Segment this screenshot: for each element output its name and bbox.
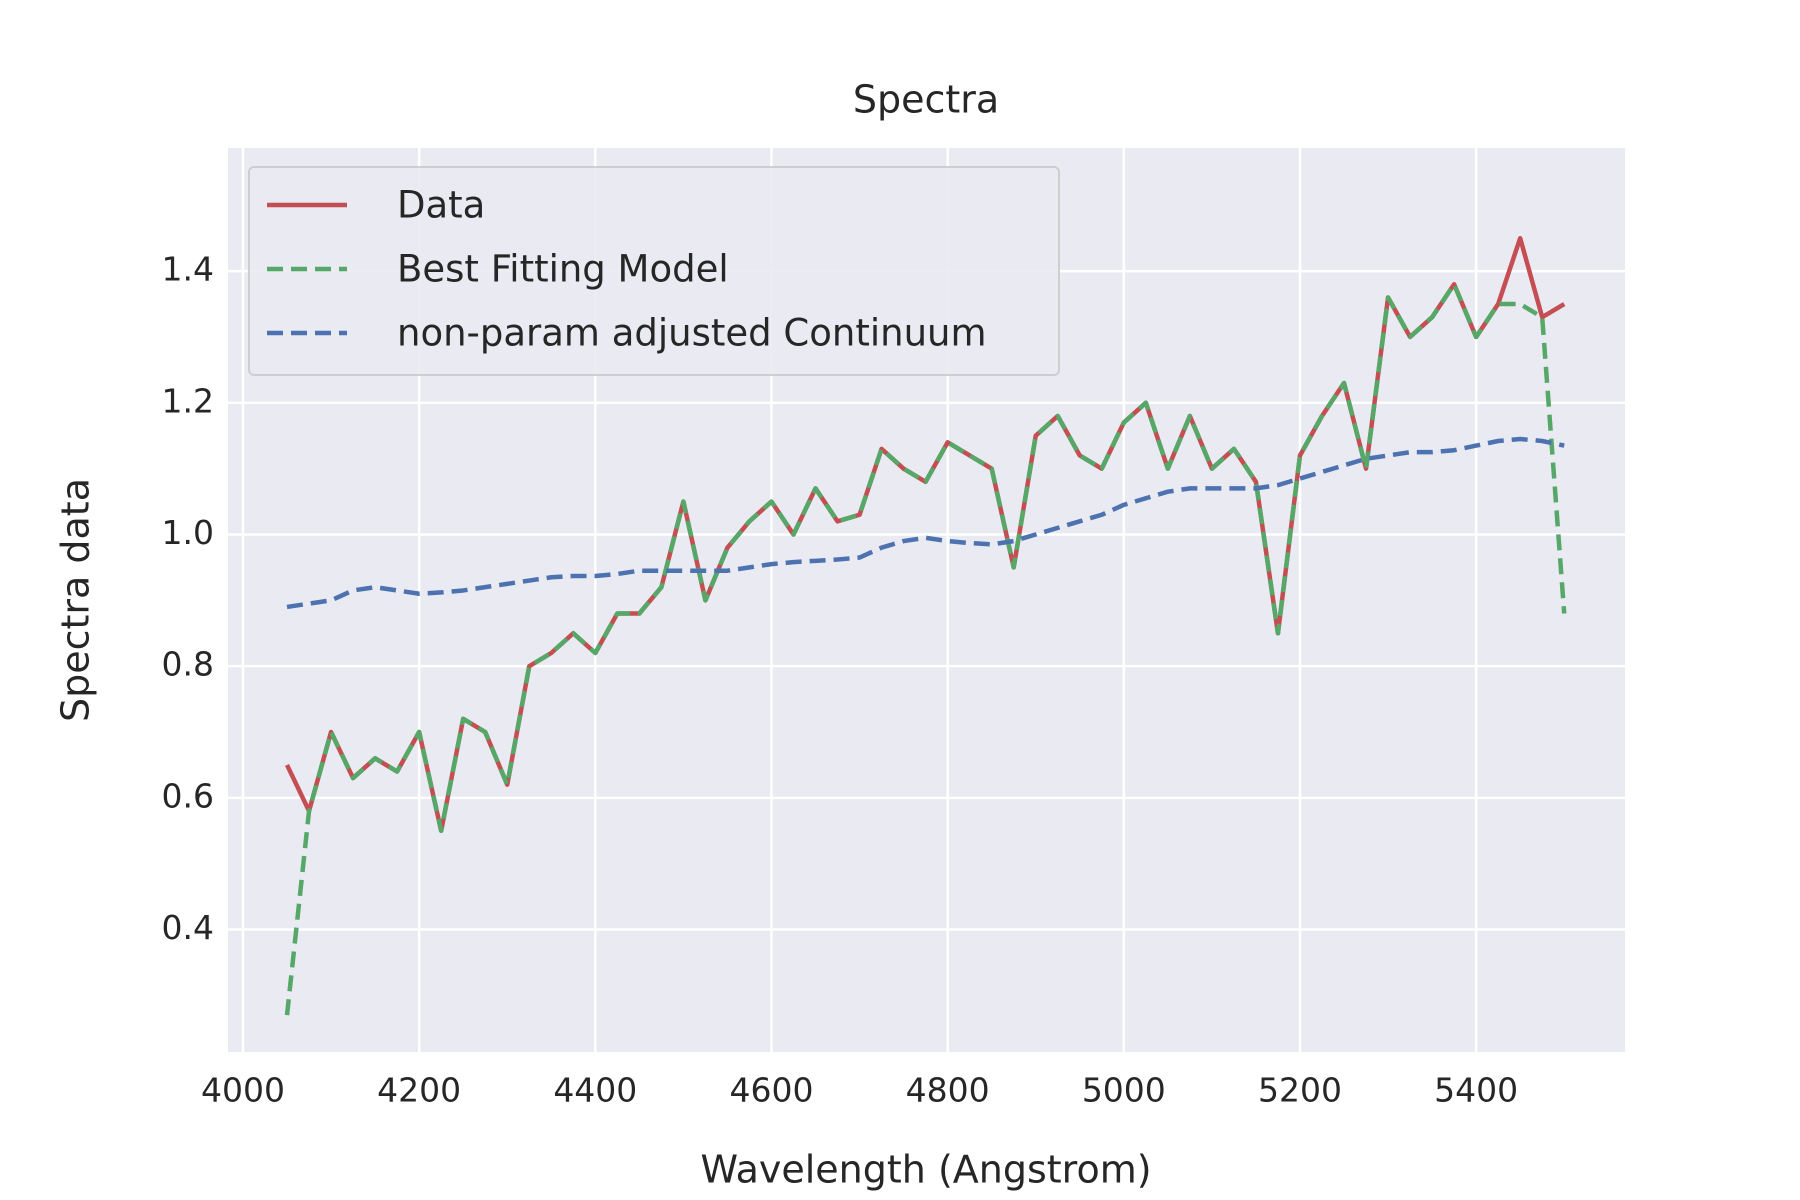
legend: Data Best Fitting Model non-param adjusted… — [248, 166, 1060, 376]
legend-label: Data — [397, 184, 485, 227]
y-axis-label: Spectra data — [54, 478, 98, 722]
x-tick-label: 5200 — [1258, 1071, 1342, 1110]
legend-label: Best Fitting Model — [397, 248, 729, 291]
y-tick-label: 0.6 — [162, 776, 214, 815]
y-tick-label: 1.4 — [162, 250, 214, 289]
series-line — [284, 282, 1567, 1016]
x-tick-label: 4000 — [201, 1071, 285, 1110]
y-tick-label: 0.4 — [162, 908, 214, 947]
x-tick-label: 5400 — [1434, 1071, 1518, 1110]
y-tick-label: 1.2 — [162, 381, 214, 420]
series-line — [286, 436, 1565, 610]
x-tick-label: 4400 — [553, 1071, 637, 1110]
x-tick-label: 4600 — [729, 1071, 813, 1110]
x-axis-label: Wavelength (Angstrom) — [700, 1148, 1151, 1192]
y-tick-label: 0.8 — [162, 645, 214, 684]
lines — [284, 235, 1567, 1016]
legend-box — [248, 166, 1060, 376]
y-tick-label: 1.0 — [162, 513, 214, 552]
chart-title: Spectra — [853, 78, 999, 122]
x-tick-label: 5000 — [1082, 1071, 1166, 1110]
x-tick-label: 4800 — [906, 1071, 990, 1110]
legend-label: non-param adjusted Continuum — [397, 312, 987, 355]
x-tick-label: 4200 — [377, 1071, 461, 1110]
